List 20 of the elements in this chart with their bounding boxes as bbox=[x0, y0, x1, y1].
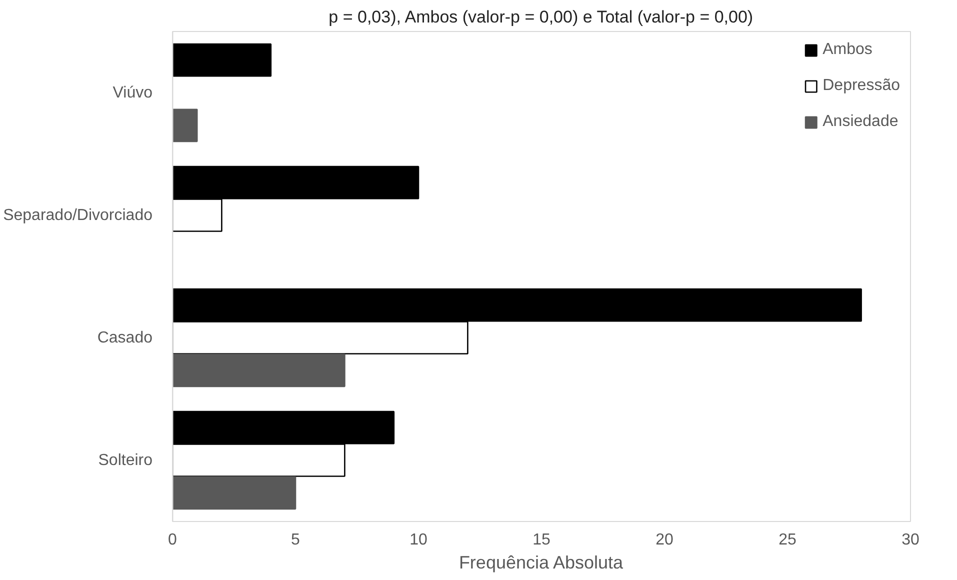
bar bbox=[172, 108, 198, 142]
y-tick-label: Viúvo bbox=[112, 84, 153, 102]
x-tick-label: 25 bbox=[778, 532, 796, 548]
y-tick-label: Solteiro bbox=[98, 452, 153, 469]
legend-label: Ambos bbox=[822, 41, 872, 59]
legend-label: Ansiedade bbox=[822, 113, 898, 131]
x-tick-label: 30 bbox=[902, 532, 920, 548]
x-tick-label: 5 bbox=[291, 532, 300, 548]
bar bbox=[172, 354, 346, 388]
x-tick-label: 10 bbox=[410, 532, 428, 548]
x-tick-label: 20 bbox=[656, 532, 674, 548]
y-tick-label: Separado/Divorciado bbox=[3, 206, 153, 224]
bar bbox=[172, 43, 272, 77]
x-tick-label: 15 bbox=[532, 532, 550, 548]
bar bbox=[172, 476, 296, 510]
chart-title: p = 0,03), Ambos (valor-p = 0,00) e Total (valor-p = 0,00) bbox=[328, 8, 754, 26]
y-tick-label: Casado bbox=[97, 329, 153, 346]
x-axis-title: Frequência Absoluta bbox=[458, 552, 624, 572]
x-tick-label: 0 bbox=[168, 532, 178, 548]
legend-label: Depressão bbox=[822, 77, 900, 95]
